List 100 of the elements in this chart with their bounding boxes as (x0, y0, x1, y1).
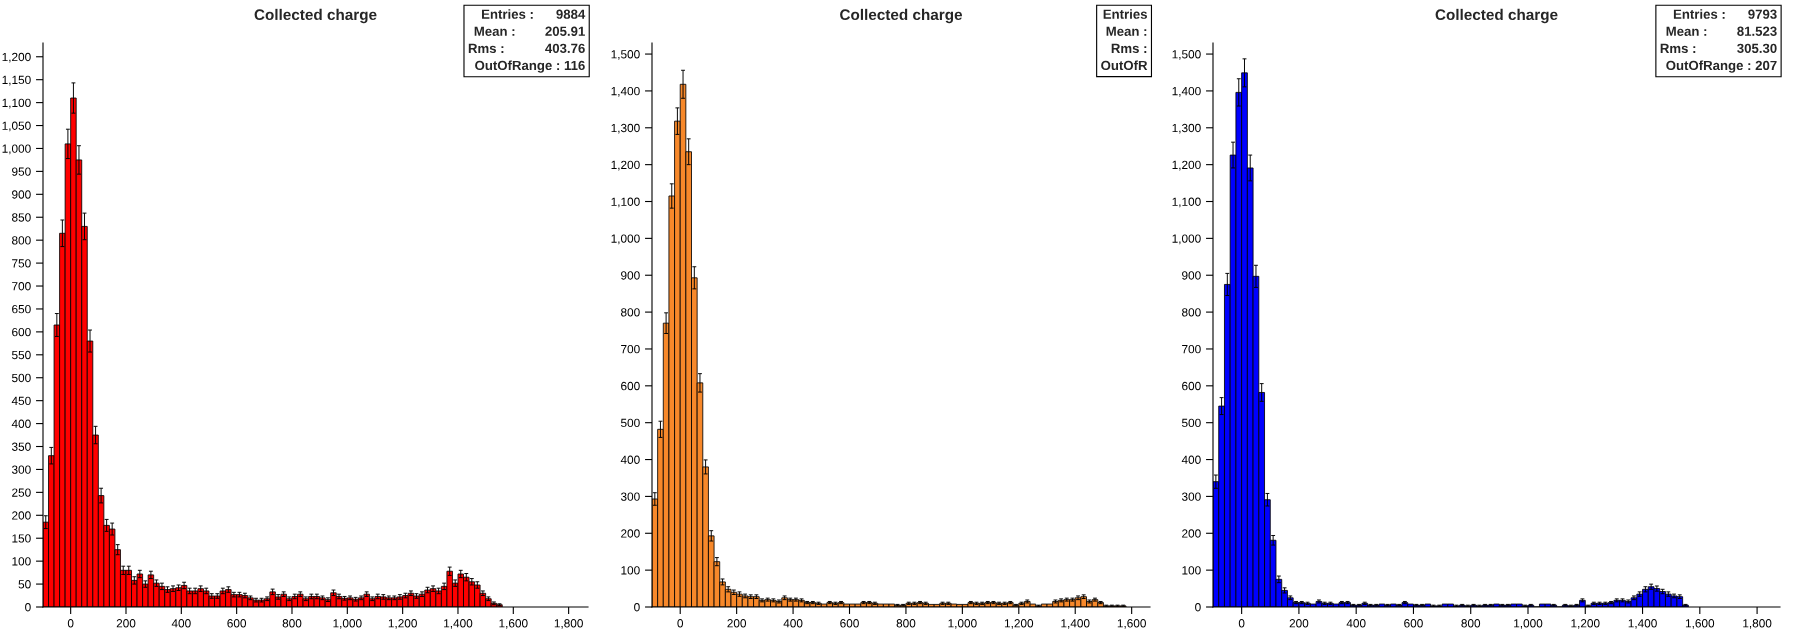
y-tick-label: 800 (1182, 308, 1201, 317)
y-tick-label: 900 (621, 271, 640, 280)
y-tick-label: 600 (12, 327, 31, 337)
x-tick-label: 1,400 (444, 619, 473, 629)
y-tick-label: 500 (1181, 418, 1201, 428)
y-tick-label: 800 (621, 308, 640, 317)
y-tick-label: 200 (621, 529, 640, 538)
x-tick-label: 1,400 (1061, 619, 1090, 629)
annotation: Rms : (1111, 43, 1147, 54)
y-tick-label: 1,300 (1172, 123, 1201, 134)
y-tick-label: 500 (11, 373, 31, 383)
y-tick-label: 550 (11, 350, 31, 360)
x-tick-label: 800 (896, 619, 916, 628)
x-tick-label: 1,600 (1117, 619, 1146, 629)
text: Mean : (1106, 26, 1147, 36)
text: Entries (1103, 9, 1147, 19)
y-tick-label: 0 (634, 603, 640, 612)
x-tick-label: 0 (677, 619, 684, 628)
x-tick-label: 400 (171, 619, 191, 628)
y-tick-label: 300 (1181, 492, 1201, 501)
y-tick-label: 1,000 (1172, 234, 1201, 245)
y-tick-label: 650 (12, 304, 31, 314)
y-tick-label: 300 (11, 465, 31, 474)
y-tick-label: 1,500 (611, 50, 640, 60)
x-tick-label: 1,200 (1004, 619, 1034, 629)
y-tick-label: 350 (11, 442, 31, 451)
x-tick-label: 200 (727, 619, 747, 628)
x-tick-label: 600 (227, 619, 247, 628)
y-tick-label: 50 (18, 580, 31, 589)
y-tick-label: 1,400 (1172, 86, 1201, 97)
annotation: OutOfRange : 116 (475, 60, 585, 73)
x-tick-label: 0 (1238, 619, 1245, 628)
y-tick-label: 1,000 (611, 234, 640, 245)
y-tick-label: 750 (12, 259, 31, 268)
y-tick-label: 250 (12, 488, 31, 497)
y-tick-label: 400 (11, 419, 31, 428)
x-tick-label: 1,400 (1628, 619, 1657, 629)
y-tick-label: 300 (620, 492, 640, 501)
y-tick-label: 100 (1182, 566, 1201, 575)
y-tick-label: 450 (11, 396, 31, 406)
annotation: Rms : 403.76 (468, 43, 585, 54)
y-tick-label: 1,100 (1172, 197, 1201, 208)
y-tick-label: 1,400 (611, 86, 640, 97)
y-tick-label: 1,200 (611, 160, 640, 171)
y-tick-label: 700 (12, 282, 31, 291)
y-tick-label: 200 (1182, 529, 1201, 538)
y-tick-label: 1,000 (2, 144, 31, 155)
y-tick-label: 700 (1182, 344, 1201, 354)
x-tick-label: 400 (783, 619, 803, 628)
y-tick-label: 200 (12, 511, 31, 520)
chart-title: Collected charge (840, 8, 963, 24)
y-tick-label: 100 (621, 566, 640, 575)
x-tick-label: 0 (67, 619, 74, 628)
x-tick-label: 600 (840, 619, 859, 628)
x-tick-label: 1,200 (388, 619, 417, 629)
y-tick-label: 150 (12, 534, 31, 543)
y-tick-label: 800 (12, 236, 31, 245)
x-tick-label: 200 (116, 619, 136, 628)
text: Mean : 81.523 (1666, 26, 1777, 36)
chart-title: Collected charge (254, 8, 377, 24)
x-tick-label: 1,000 (948, 619, 977, 629)
x-tick-label: 400 (1346, 619, 1366, 628)
y-tick-label: 1,500 (1172, 50, 1201, 60)
y-tick-label: 1,300 (611, 123, 640, 134)
y-tick-label: 1,200 (1172, 160, 1201, 171)
annotation: OutOfRange : 207 (1666, 60, 1777, 73)
x-tick-label: 1,000 (333, 619, 362, 629)
y-tick-label: 900 (1182, 271, 1201, 280)
y-tick-label: 500 (620, 418, 640, 428)
y-tick-label: 850 (12, 213, 31, 222)
y-tick-label: 600 (1182, 381, 1201, 391)
y-tick-label: 1,100 (611, 197, 640, 208)
y-tick-label: 0 (25, 603, 31, 612)
x-tick-label: 1,600 (499, 619, 528, 629)
y-tick-label: 0 (1195, 603, 1201, 612)
text: Mean : 205.91 (474, 26, 585, 36)
text: Entries : 9793 (1673, 9, 1777, 19)
x-tick-label: 1,200 (1571, 619, 1600, 629)
x-tick-label: 200 (1289, 619, 1309, 628)
x-tick-label: 800 (1461, 619, 1481, 628)
annotation: Rms : 305.30 (1660, 43, 1777, 54)
x-tick-label: 1,800 (554, 619, 583, 629)
y-tick-label: 400 (1181, 455, 1201, 464)
y-tick-label: 1,200 (2, 52, 31, 63)
chart-title: Collected charge (1435, 8, 1558, 24)
y-tick-label: 600 (621, 381, 640, 391)
y-tick-label: 1,050 (2, 121, 31, 132)
x-tick-label: 1,600 (1685, 619, 1715, 629)
x-tick-label: 800 (282, 619, 302, 628)
x-tick-label: 1,800 (1743, 619, 1772, 629)
x-tick-label: 600 (1404, 619, 1423, 628)
annotation: OutOfR (1101, 60, 1148, 71)
y-tick-label: 400 (620, 455, 640, 464)
y-tick-label: 950 (12, 167, 31, 176)
y-tick-label: 1,100 (2, 98, 31, 109)
x-tick-label: 1,000 (1514, 619, 1543, 629)
y-tick-label: 100 (12, 557, 31, 566)
y-tick-label: 700 (621, 344, 640, 354)
text: Entries : 9884 (482, 9, 586, 19)
y-tick-label: 1,150 (2, 75, 31, 86)
